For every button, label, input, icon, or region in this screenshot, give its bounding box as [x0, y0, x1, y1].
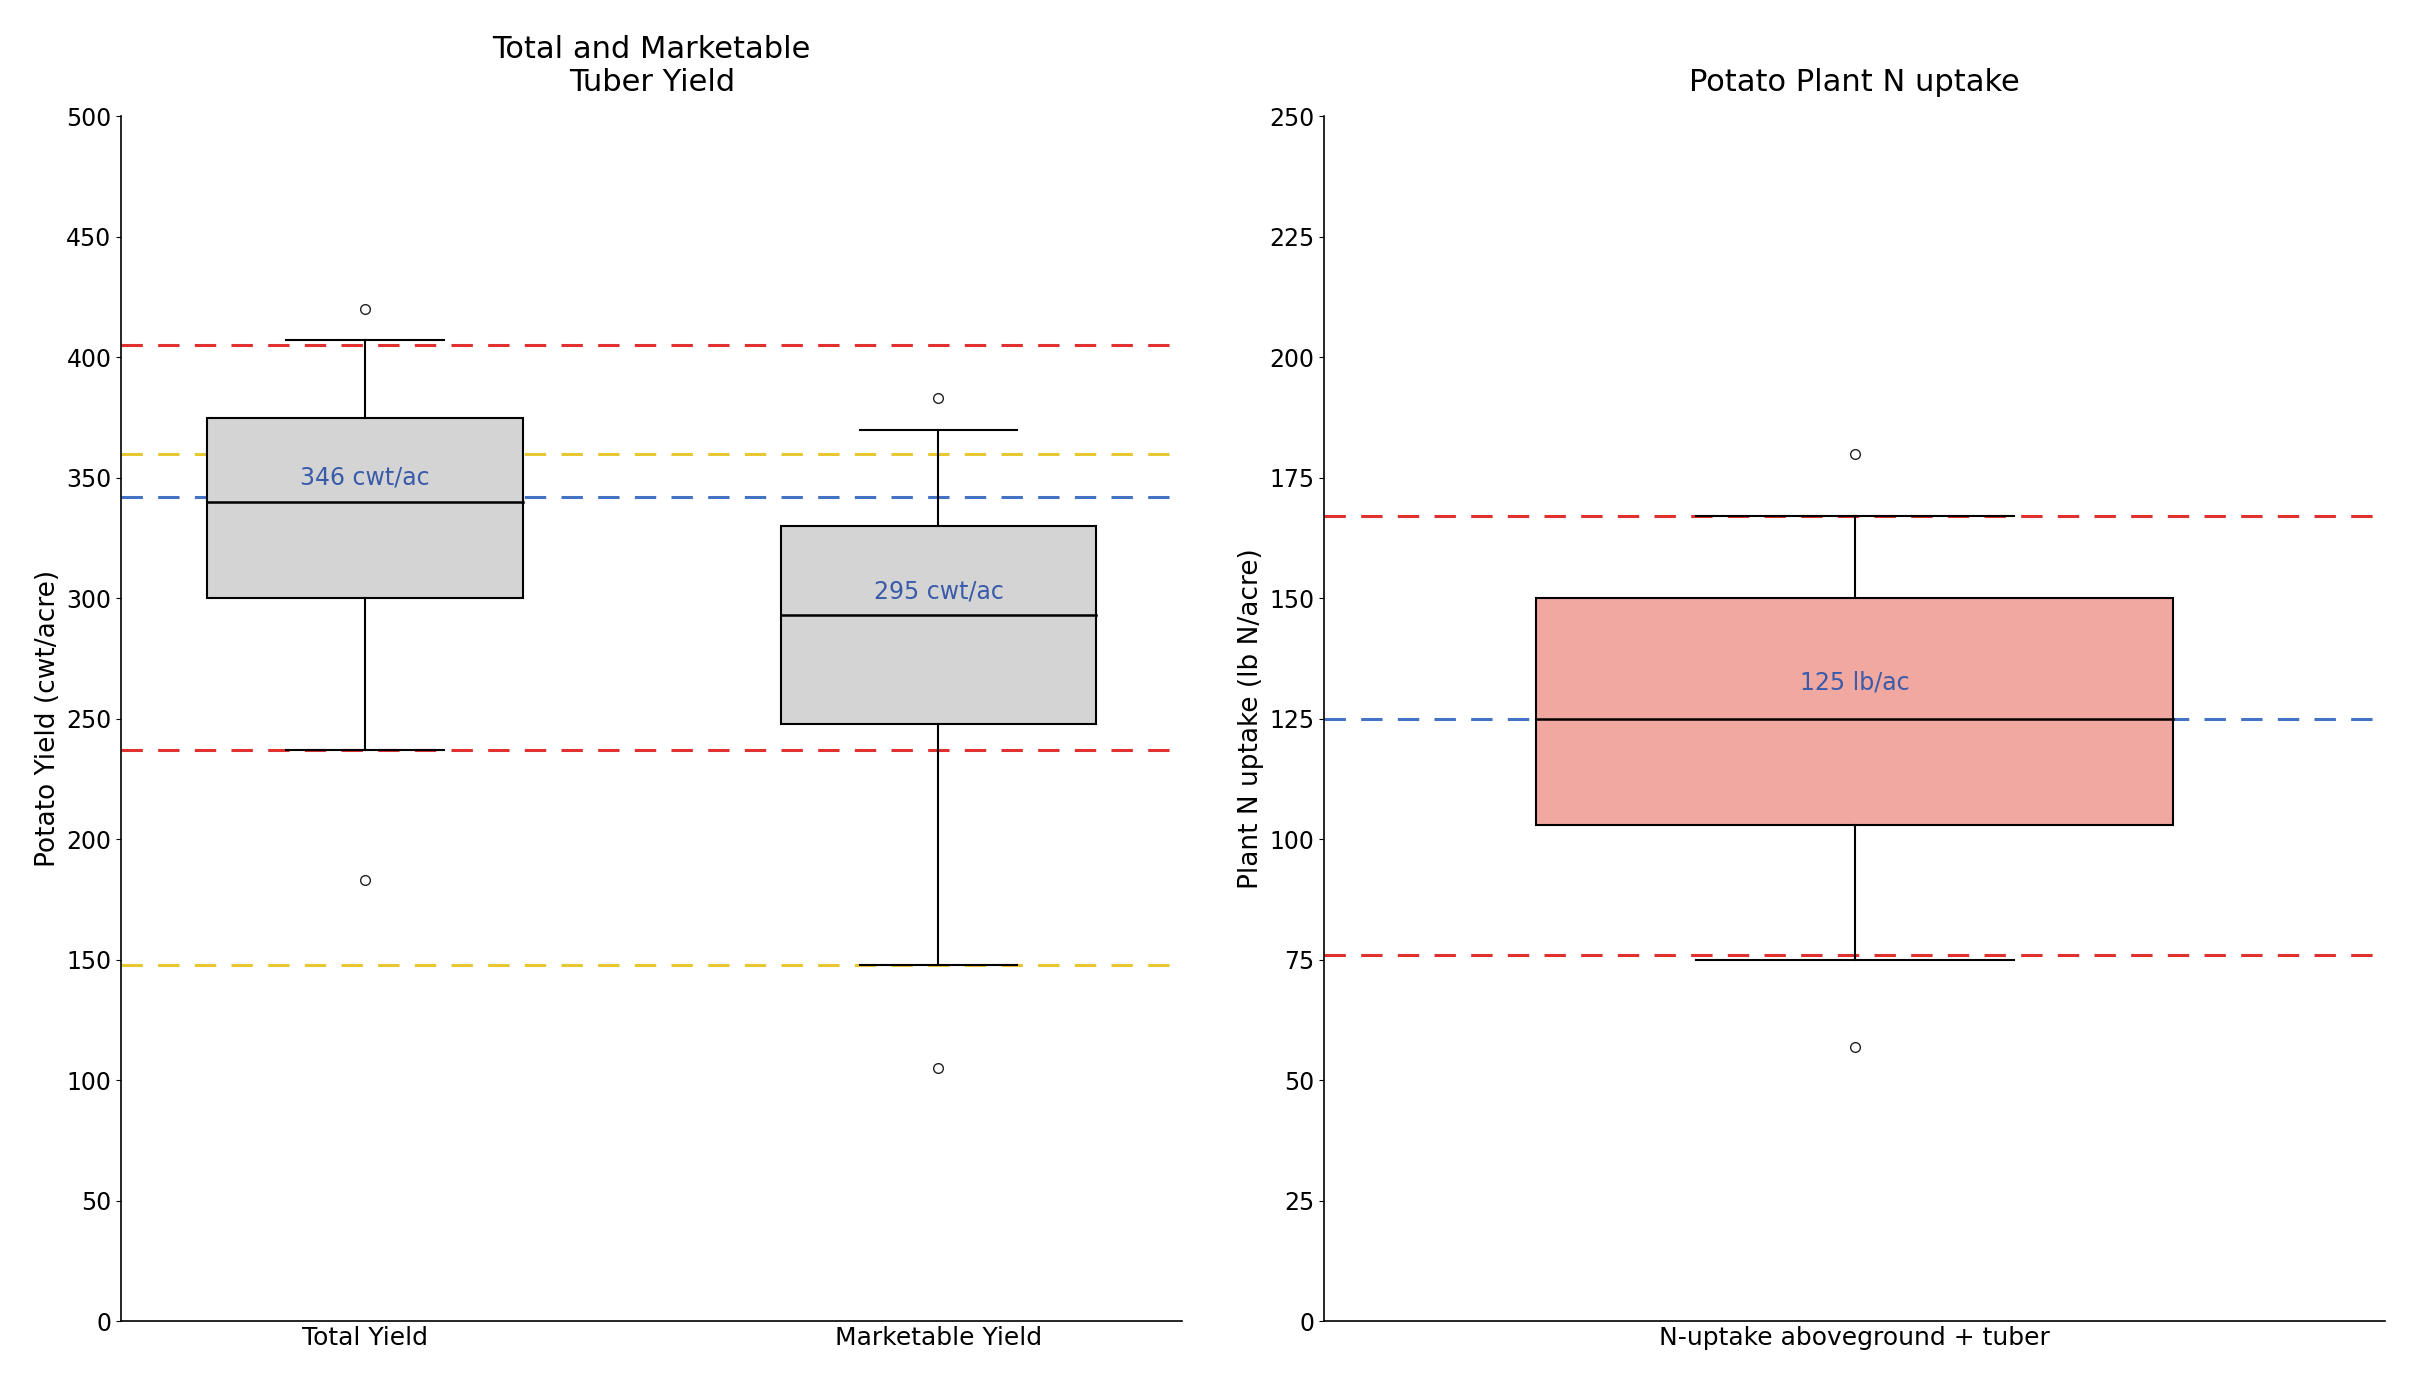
- Bar: [208, 418, 523, 598]
- Bar: [782, 526, 1096, 724]
- Text: 346 cwt/ac: 346 cwt/ac: [300, 465, 431, 490]
- Text: 295 cwt/ac: 295 cwt/ac: [874, 579, 1004, 604]
- Text: 125 lb/ac: 125 lb/ac: [1800, 670, 1909, 695]
- Y-axis label: Plant N uptake (lb N/acre): Plant N uptake (lb N/acre): [1237, 548, 1263, 889]
- Title: Potato Plant N uptake: Potato Plant N uptake: [1689, 68, 2021, 97]
- Y-axis label: Potato Yield (cwt/acre): Potato Yield (cwt/acre): [34, 571, 60, 867]
- Title: Total and Marketable
Tuber Yield: Total and Marketable Tuber Yield: [494, 35, 811, 97]
- Bar: [1537, 598, 2173, 825]
